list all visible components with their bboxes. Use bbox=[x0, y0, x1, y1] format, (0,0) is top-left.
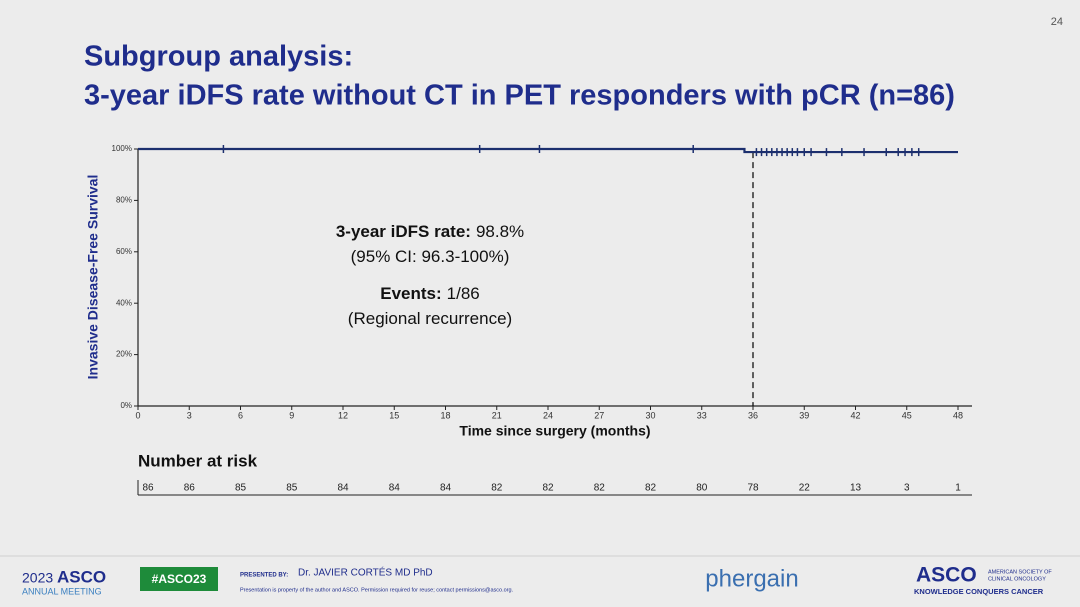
sponsor: phergain bbox=[705, 565, 798, 592]
at-risk-value: 22 bbox=[799, 483, 811, 494]
survival-curve bbox=[138, 147, 958, 154]
x-tick-label: 3 bbox=[187, 410, 192, 420]
at-risk-value: 84 bbox=[337, 483, 349, 494]
at-risk-value: 85 bbox=[286, 483, 298, 494]
x-tick-label: 42 bbox=[850, 410, 860, 420]
page-number: 24 bbox=[1051, 16, 1063, 28]
at-risk-value: 1 bbox=[955, 483, 961, 494]
plot: 0%20%40%60%80%100%0 3 6 9 12 15 18 21 24 27 30 33 36… bbox=[112, 144, 972, 496]
at-risk-value: 82 bbox=[645, 483, 657, 494]
x-tick-label: 39 bbox=[799, 410, 809, 420]
x-tick-label: 12 bbox=[338, 410, 348, 420]
at-risk-value: 82 bbox=[491, 483, 503, 494]
footer-meeting: ANNUAL MEETING bbox=[22, 586, 102, 596]
annotation: Events: 1/86 bbox=[380, 284, 480, 303]
x-tick-label: 9 bbox=[289, 410, 294, 420]
x-tick-label: 27 bbox=[594, 410, 604, 420]
annotation-text: (Regional recurrence) bbox=[348, 309, 512, 328]
presenter: Dr. JAVIER CORTÉS MD PhD bbox=[298, 566, 433, 579]
at-risk-value: 85 bbox=[235, 483, 247, 494]
y-axis-label: Invasive Disease-Free Survival bbox=[85, 175, 101, 380]
motto: KNOWLEDGE CONQUERS CANCER bbox=[914, 587, 1044, 596]
at-risk-value: 78 bbox=[747, 483, 759, 494]
x-axis-label: Time since surgery (months) bbox=[459, 423, 650, 439]
hashtag-box bbox=[140, 567, 218, 591]
footer-asco: ASCO bbox=[57, 567, 106, 586]
at-risk-value: 13 bbox=[850, 483, 862, 494]
x-tick-label: 45 bbox=[902, 410, 912, 420]
annotation-bold: 3-year iDFS rate: bbox=[336, 222, 471, 241]
at-risk-value: 82 bbox=[542, 483, 554, 494]
annotation: (95% CI: 96.3-100%) bbox=[351, 247, 510, 266]
footer-year: 2023 bbox=[22, 570, 53, 586]
subtitle: 3-year iDFS rate without CT in PET respo… bbox=[84, 80, 955, 112]
annotation-text: (95% CI: 96.3-100%) bbox=[351, 247, 510, 266]
at-risk-value: 86 bbox=[184, 483, 196, 494]
x-tick-label: 6 bbox=[238, 410, 243, 420]
at-risk-value: 86 bbox=[142, 483, 154, 494]
at-risk-value: 3 bbox=[904, 483, 910, 494]
title: Subgroup analysis: bbox=[84, 41, 353, 73]
x-tick-label: 33 bbox=[697, 410, 707, 420]
x-tick-label: 21 bbox=[492, 410, 502, 420]
asco-logo: ASCO bbox=[916, 564, 977, 587]
y-tick-label: 20% bbox=[116, 350, 132, 359]
y-tick-label: 100% bbox=[112, 144, 132, 153]
x-tick-label: 36 bbox=[748, 410, 758, 420]
at-risk-value: 84 bbox=[389, 483, 401, 494]
hashtag: #ASCO23 bbox=[152, 572, 207, 586]
x-tick-label: 18 bbox=[440, 410, 450, 420]
x-tick-label: 48 bbox=[953, 410, 963, 420]
at-risk-value: 82 bbox=[594, 483, 606, 494]
at-risk-value: 84 bbox=[440, 483, 452, 494]
annotation: (Regional recurrence) bbox=[348, 309, 512, 328]
presented-by: PRESENTED BY: bbox=[240, 573, 288, 579]
society-line: CLINICAL ONCOLOGY bbox=[988, 576, 1046, 582]
annotation-text: 98.8% bbox=[476, 222, 524, 241]
society-line: AMERICAN SOCIETY OF bbox=[988, 569, 1052, 575]
risk-title: Number at risk bbox=[138, 451, 258, 470]
at-risk-value: 80 bbox=[696, 483, 708, 494]
x-tick-label: 30 bbox=[645, 410, 655, 420]
annotation-bold: Events: bbox=[380, 284, 441, 303]
x-tick-label: 0 bbox=[135, 410, 140, 420]
y-tick-label: 40% bbox=[116, 298, 132, 307]
annotation-text: 1/86 bbox=[447, 284, 480, 303]
x-tick-label: 24 bbox=[543, 410, 553, 420]
y-tick-label: 60% bbox=[116, 247, 132, 256]
x-tick-label: 15 bbox=[389, 410, 399, 420]
annotation: 3-year iDFS rate: 98.8% bbox=[336, 222, 524, 241]
notice: Presentation is property of the author a… bbox=[240, 587, 514, 593]
y-tick-label: 0% bbox=[120, 401, 132, 410]
y-tick-label: 80% bbox=[116, 196, 132, 205]
